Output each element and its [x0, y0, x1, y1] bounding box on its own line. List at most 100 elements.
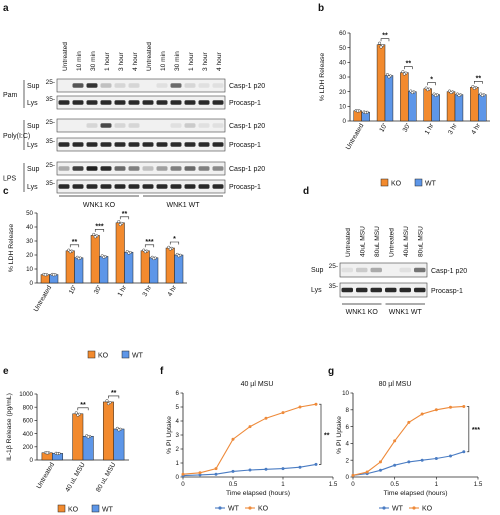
marker-label: 35-: [46, 138, 55, 145]
x-tick-label: 1.5: [329, 481, 338, 488]
series-point: [462, 404, 466, 408]
blot-a-row-band: [114, 166, 126, 171]
fraction-label: Sup: [27, 166, 40, 173]
x-tick-label: 80 uL MSU: [95, 461, 118, 493]
y-tick-label: 8: [346, 407, 350, 414]
y-axis-label: % PI Uptake: [166, 416, 173, 454]
lane-label: 4 hour: [216, 51, 223, 71]
bar: [384, 75, 394, 122]
lane-label: 4 hour: [132, 51, 139, 71]
series-point: [314, 402, 318, 406]
blot-a-row-band: [86, 142, 98, 147]
data-point: [102, 255, 106, 259]
fraction-label: Lys: [27, 184, 38, 191]
bar: [90, 235, 100, 284]
blot-a-row-band: [156, 83, 168, 88]
marker-label: 25-: [46, 119, 55, 126]
blot-a-row-band: [86, 83, 98, 88]
series-point: [214, 467, 218, 471]
legend-label: WT: [425, 181, 437, 188]
legend-swatch: [87, 350, 96, 359]
bar: [376, 44, 386, 122]
legend-label: WT: [102, 507, 114, 514]
y-tick-label: 0: [30, 457, 34, 464]
x-tick-label: 1: [281, 481, 285, 488]
x-tick-label: Untreated: [33, 284, 54, 313]
bar: [113, 428, 125, 461]
legend-marker: [382, 506, 386, 510]
y-axis-label: % LDH Release: [8, 224, 15, 273]
data-point: [74, 411, 78, 415]
blot-a-row-band: [86, 123, 98, 128]
bar: [115, 222, 125, 284]
chart-g-title: 80 µl MSU: [379, 381, 412, 388]
legend-marker: [218, 506, 222, 510]
bar: [124, 251, 134, 284]
blot-a-row-band: [72, 184, 84, 189]
y-tick-label: 4: [346, 441, 350, 448]
data-point: [55, 452, 60, 456]
y-tick-label: 20: [26, 252, 33, 259]
data-point: [385, 73, 390, 77]
series-point: [264, 467, 268, 471]
blot-a-row-band: [128, 184, 140, 189]
blot-a-row-band: [170, 123, 182, 128]
blot-a-row-band: [100, 100, 112, 105]
blot-a-row-band: [86, 166, 98, 171]
blot-a-row-band: [184, 166, 196, 171]
blot-a-row-band: [156, 142, 168, 147]
western-blot-d: Untreated 40uL MSU 80uL MSU Untreated 40uL M…: [311, 226, 467, 316]
data-point: [76, 413, 80, 417]
series-point: [379, 468, 382, 472]
blot-a-row-band: [156, 100, 168, 105]
fraction-label: Lys: [311, 287, 322, 294]
marker-label: 35-: [46, 96, 55, 103]
blot-d-row-band: [385, 287, 397, 293]
blot-a-row-band: [212, 100, 224, 105]
series-point: [434, 408, 438, 412]
significance-label: **: [111, 390, 117, 397]
data-point: [426, 88, 430, 92]
x-tick-label: 0: [351, 481, 355, 488]
blot-a-row-band: [72, 142, 84, 147]
bar: [140, 250, 150, 284]
legend-swatch: [380, 178, 389, 187]
legend-label: WT: [392, 506, 404, 513]
significance-bracket: [466, 406, 470, 453]
blot-a-row-band: [184, 123, 196, 128]
blot-d-row-band: [414, 287, 426, 293]
legend-marker: [412, 506, 416, 510]
blot-a-row-frame: [56, 179, 226, 194]
series-point: [231, 437, 235, 441]
series-point: [365, 470, 369, 474]
panel-letter-d: d: [303, 186, 309, 197]
bar: [165, 247, 175, 284]
blot-a-row-frame: [56, 95, 226, 110]
blot-a-row-band: [100, 83, 112, 88]
legend-label: WT: [132, 353, 144, 360]
bar: [408, 91, 417, 122]
x-tick-label: 10': [68, 285, 78, 296]
significance-label: **: [476, 75, 482, 82]
data-point: [152, 257, 156, 261]
significance-label: **: [382, 33, 388, 40]
blot-a-row-frame: [56, 161, 226, 176]
chart-f-title: 40 µl MSU: [241, 381, 274, 388]
band-label: Procasp-1: [431, 288, 463, 295]
marker-label: 35-: [329, 283, 338, 290]
marker-label: 25-: [46, 79, 55, 86]
panel-letter-c: c: [3, 186, 9, 197]
data-point: [387, 75, 391, 79]
blot-a-row-band: [128, 142, 140, 147]
blot-a-row-band: [58, 166, 70, 171]
series-point: [298, 465, 302, 469]
y-tick-label: 20: [339, 89, 346, 96]
blot-a-row-band: [156, 166, 168, 171]
data-point: [86, 435, 90, 439]
blot-a-row-band: [142, 100, 154, 105]
treatment-label: Poly(I:C): [3, 133, 30, 140]
y-tick-label: 10: [339, 104, 346, 111]
blot-d-row-band: [370, 267, 382, 273]
legend-label: KO: [258, 506, 269, 513]
series-point: [420, 458, 424, 462]
